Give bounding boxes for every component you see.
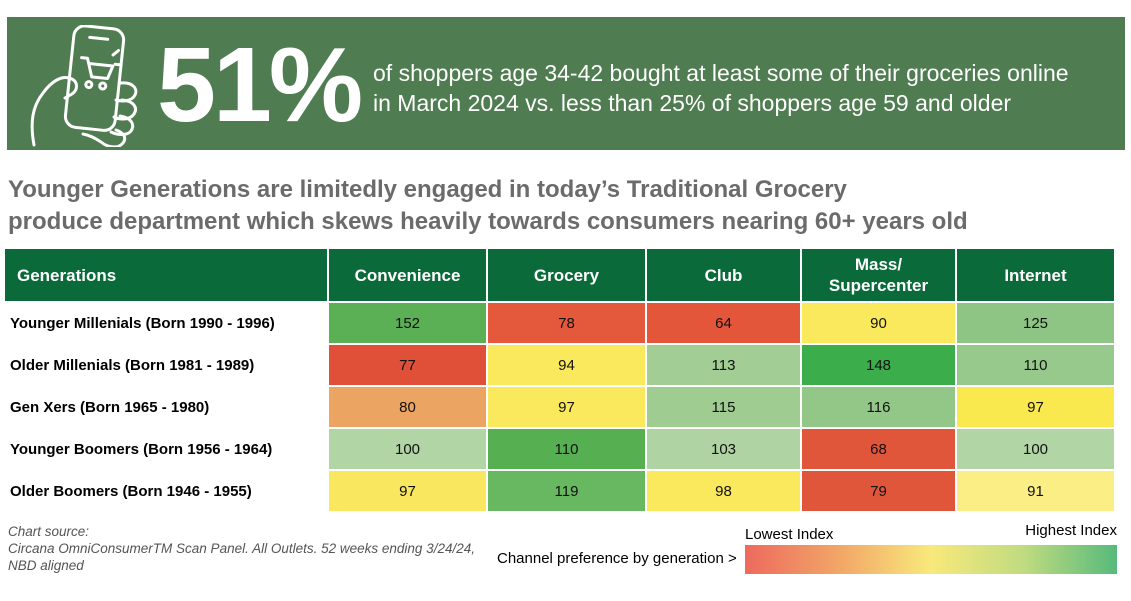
value-cell-r4-c4: 91 [957, 471, 1114, 511]
headline-line2: produce department which skews heavily t… [8, 208, 968, 235]
value-cell-r4-c0: 97 [329, 471, 486, 511]
value-cell-r0-c3: 90 [802, 303, 955, 343]
value-cell-r4-c1: 119 [488, 471, 645, 511]
value-cell-r1-c1: 94 [488, 345, 645, 385]
column-header-0: Convenience [329, 249, 486, 301]
value-cell-r4-c2: 98 [647, 471, 800, 511]
value-cell-r0-c1: 78 [488, 303, 645, 343]
row-label-0: Younger Millenials (Born 1990 - 1996) [5, 303, 327, 343]
legend-highest-label: Highest Index [1025, 522, 1117, 539]
stat-description: of shoppers age 34-42 bought at least so… [373, 58, 1093, 118]
headline: Younger Generations are limitedly engage… [8, 174, 1108, 238]
column-header-3: Mass/ Supercenter [802, 249, 955, 301]
headline-line1: Younger Generations are limitedly engage… [8, 176, 847, 203]
index-gradient-bar [745, 545, 1117, 574]
chart-source-line3: NBD aligned [8, 558, 84, 573]
value-cell-r1-c2: 113 [647, 345, 800, 385]
value-cell-r3-c1: 110 [488, 429, 645, 469]
value-cell-r3-c3: 68 [802, 429, 955, 469]
row-label-1: Older Millenials (Born 1981 - 1989) [5, 345, 327, 385]
row-label-2: Gen Xers (Born 1965 - 1980) [5, 387, 327, 427]
value-cell-r2-c0: 80 [329, 387, 486, 427]
value-cell-r4-c3: 79 [802, 471, 955, 511]
value-cell-r1-c3: 148 [802, 345, 955, 385]
value-cell-r3-c4: 100 [957, 429, 1114, 469]
column-header-1: Grocery [488, 249, 645, 301]
legend-lowest-label: Lowest Index [745, 526, 834, 543]
value-cell-r0-c2: 64 [647, 303, 800, 343]
value-cell-r2-c2: 115 [647, 387, 800, 427]
column-header-4: Internet [957, 249, 1114, 301]
stat-banner: 51% of shoppers age 34-42 bought at leas… [7, 17, 1125, 150]
column-header-2: Club [647, 249, 800, 301]
value-cell-r3-c0: 100 [329, 429, 486, 469]
stat-description-line2: in March 2024 vs. less than 25% of shopp… [373, 90, 1012, 116]
legend-caption: Channel preference by generation > [497, 550, 737, 567]
stat-description-line1: of shoppers age 34-42 bought at least so… [373, 60, 1069, 86]
value-cell-r1-c4: 110 [957, 345, 1114, 385]
value-cell-r0-c0: 152 [329, 303, 486, 343]
generation-channel-table: Generations Convenience Grocery Club Mass/ S… [5, 249, 1114, 511]
value-cell-r2-c3: 116 [802, 387, 955, 427]
row-label-4: Older Boomers (Born 1946 - 1955) [5, 471, 327, 511]
chart-source: Chart source: Circana OmniConsumerTM Sca… [8, 523, 475, 574]
phone-shopping-icon [30, 25, 138, 147]
row-label-3: Younger Boomers (Born 1956 - 1964) [5, 429, 327, 469]
value-cell-r2-c1: 97 [488, 387, 645, 427]
column-header-generations: Generations [5, 249, 327, 301]
chart-source-line1: Chart source: [8, 524, 90, 539]
value-cell-r2-c4: 97 [957, 387, 1114, 427]
value-cell-r0-c4: 125 [957, 303, 1114, 343]
stat-value: 51% [157, 26, 363, 144]
value-cell-r3-c2: 103 [647, 429, 800, 469]
chart-source-line2: Circana OmniConsumerTM Scan Panel. All O… [8, 541, 475, 556]
value-cell-r1-c0: 77 [329, 345, 486, 385]
